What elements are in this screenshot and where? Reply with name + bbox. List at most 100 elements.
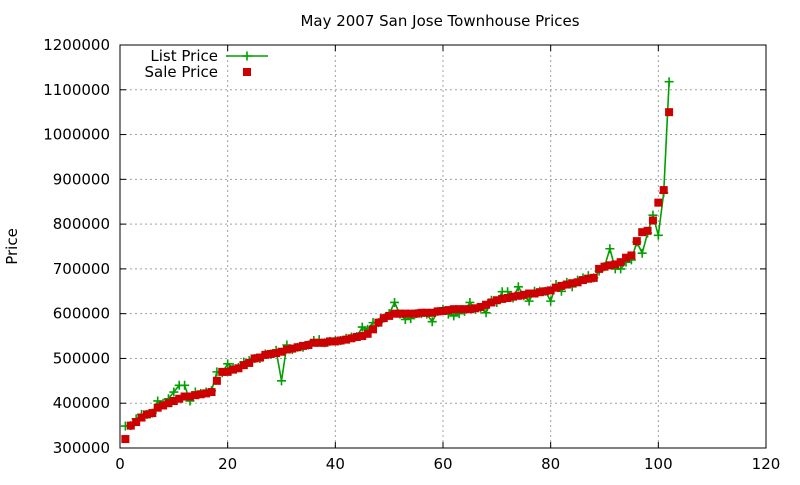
sale-price-point [622, 253, 631, 262]
list-price-point [390, 297, 400, 307]
y-tick-label: 1200000 [43, 36, 110, 54]
sale-price-point [369, 325, 378, 334]
sale-price-point [218, 367, 227, 376]
sale-price-point [185, 392, 194, 401]
list-price-point [223, 359, 233, 369]
plot-series [120, 77, 674, 444]
list-price-point [664, 77, 674, 87]
y-tick-label: 600000 [53, 305, 110, 323]
sale-price-point [627, 251, 636, 260]
sale-price-point [379, 314, 388, 323]
y-tick-label: 300000 [53, 439, 110, 457]
sale-price-point [239, 361, 248, 370]
sale-price-point [390, 309, 399, 318]
x-tick-label: 20 [218, 455, 237, 473]
list-price-point [653, 230, 663, 240]
list-price-point [637, 248, 647, 258]
x-tick-label: 60 [433, 455, 452, 473]
list-price-point [180, 380, 190, 390]
sale-price-point [654, 198, 663, 207]
sale-price-point [277, 347, 286, 356]
sale-price-point [449, 305, 458, 314]
sale-price-point [552, 283, 561, 292]
y-tick-label: 700000 [53, 260, 110, 278]
sale-price-point [320, 338, 329, 347]
sale-price-point [315, 338, 324, 347]
list-price-point [427, 317, 437, 327]
sale-price-point [196, 390, 205, 399]
sale-price-point [137, 413, 146, 422]
sale-price-point [153, 403, 162, 412]
sale-price-point [148, 409, 157, 418]
sale-price-point [401, 309, 410, 318]
grid-lines [120, 45, 766, 448]
sale-price-point [465, 305, 474, 314]
x-tick-label: 120 [752, 455, 781, 473]
sale-price-point [455, 305, 464, 314]
sale-price-point [299, 341, 308, 350]
list-price-point [524, 296, 534, 306]
legend-square-swatch [243, 68, 251, 76]
sale-price-point [417, 308, 426, 317]
list-price-point [605, 244, 615, 254]
sale-price-point [293, 343, 302, 352]
sale-price-point [525, 289, 534, 298]
y-tick-label: 400000 [53, 394, 110, 412]
sale-price-point [331, 337, 340, 346]
sale-price-point [304, 341, 313, 350]
sale-price-point [541, 287, 550, 296]
list-price-point [357, 322, 367, 332]
sale-price-point [406, 309, 415, 318]
y-tick-label: 1100000 [43, 81, 110, 99]
sale-price-point [444, 306, 453, 315]
sale-price-point [433, 307, 442, 316]
sale-price-point [309, 338, 318, 347]
sale-price-point [589, 273, 598, 282]
sale-price-point [605, 261, 614, 270]
sale-price-point [471, 304, 480, 313]
sale-price-point [121, 435, 130, 444]
sale-price-point [191, 391, 200, 400]
sale-price-point [439, 306, 447, 315]
sale-price-point [374, 318, 383, 327]
plot-frame [119, 44, 767, 449]
sale-price-point [358, 332, 367, 341]
y-tick-label: 1000000 [43, 126, 110, 144]
sale-price-point [578, 276, 587, 285]
sale-price-point [514, 291, 523, 300]
sale-price-point [562, 280, 571, 289]
sale-price-point [234, 364, 243, 373]
list-price-point [169, 387, 179, 397]
sale-price-point [207, 388, 216, 397]
sale-price-point [132, 418, 141, 427]
sale-price-point [180, 392, 189, 401]
sale-price-point [508, 292, 517, 301]
sale-price-point [535, 288, 544, 297]
sale-price-point [385, 311, 394, 320]
y-axis-label: Price [3, 228, 21, 265]
list-price-point [277, 376, 286, 386]
sale-price-point [557, 281, 566, 290]
sale-price-point [611, 260, 620, 269]
sale-price-point [595, 264, 604, 273]
y-tick-label: 900000 [53, 170, 110, 188]
sale-price-point [503, 293, 512, 302]
sale-price-point [164, 399, 173, 408]
sale-price-point [492, 296, 501, 305]
sale-price-point [638, 228, 647, 237]
sale-price-series [121, 108, 674, 444]
sale-price-point [175, 394, 184, 403]
sale-price-point [223, 367, 232, 376]
sale-price-point [460, 305, 469, 314]
sale-price-point [250, 354, 259, 363]
x-tick-label: 100 [644, 455, 673, 473]
sale-price-point [487, 298, 496, 307]
sale-price-point [498, 294, 507, 303]
list-price-point [513, 282, 523, 292]
list-price-point [481, 308, 491, 318]
sale-price-point [352, 332, 361, 341]
sale-price-point [422, 308, 431, 317]
sale-price-point [482, 300, 491, 309]
legend-label: List Price [150, 47, 218, 65]
